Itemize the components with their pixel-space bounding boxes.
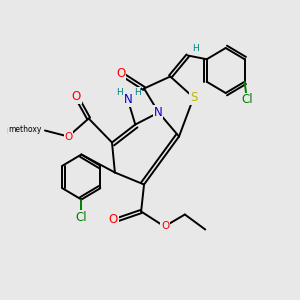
Text: Cl: Cl [76,211,87,224]
Text: H: H [134,88,141,97]
Text: N: N [154,106,162,119]
Text: N: N [124,93,132,106]
Text: methoxy: methoxy [8,125,41,134]
Text: O: O [109,213,118,226]
Text: H: H [193,44,199,53]
Text: O: O [65,131,73,142]
Text: O: O [72,90,81,104]
Text: methyl: methyl [6,126,38,135]
Text: Cl: Cl [242,93,253,106]
Text: S: S [190,91,197,104]
Text: O: O [116,67,125,80]
Text: H: H [116,88,123,97]
Text: O: O [161,221,169,231]
